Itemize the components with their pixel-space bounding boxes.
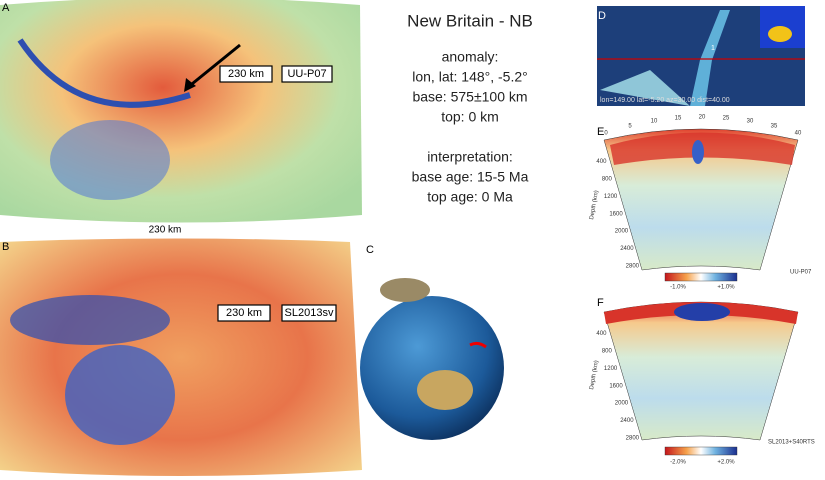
distance-tick-label: 35: [771, 124, 778, 130]
panel-letter: F: [597, 297, 604, 309]
info-line: interpretation:: [427, 149, 513, 165]
model-label: UU-P07: [287, 68, 326, 80]
globe: [360, 296, 504, 440]
panel-letter: D: [598, 10, 606, 22]
distance-tick-label: 40: [795, 131, 802, 137]
map-a: [0, 0, 362, 223]
depth-tick-label: 2800: [626, 264, 640, 270]
distance-tick-label: 10: [651, 119, 658, 125]
arrow: [186, 43, 241, 90]
axis-label: Depth (km): [589, 190, 600, 220]
depth-tick-label: 2800: [626, 436, 640, 442]
distance-tick-label: 5: [628, 124, 632, 130]
distance-tick-label: 20: [699, 115, 706, 121]
profile-info: lon=149.00 lat=-5.20 az=30.00 dist=40.00: [600, 97, 730, 104]
scale-max: +2.0%: [717, 460, 735, 466]
distance-tick-label: 15: [675, 116, 682, 122]
label-box: [217, 304, 271, 322]
depth-tick-label: 2400: [620, 246, 634, 252]
anomaly: [692, 140, 704, 164]
scale-max: +1.0%: [717, 285, 735, 291]
distance-tick-label: 0: [604, 131, 608, 137]
title: New Britain - NB: [407, 11, 533, 30]
info-line: top age: 0 Ma: [427, 189, 513, 205]
continent: [417, 370, 473, 410]
info-line: base age: 15-5 Ma: [412, 169, 529, 185]
depth-tick-label: 2000: [615, 401, 629, 407]
depth-tick-label: 1200: [604, 194, 618, 200]
anomaly: [65, 345, 175, 445]
trench: [690, 10, 730, 106]
depth-tick-label: 1600: [609, 211, 623, 217]
panel-letter: C: [366, 244, 374, 256]
anomaly: [674, 303, 730, 321]
scale-min: -2.0%: [670, 460, 686, 466]
anomaly: [10, 295, 170, 345]
marker: 1: [711, 45, 715, 52]
depth-label: 230 km: [226, 307, 262, 319]
axis-label: Depth (km): [589, 360, 600, 390]
info-line: top: 0 km: [441, 109, 499, 125]
depth-tick-label: 1600: [609, 383, 623, 389]
depth-tick-label: 2400: [620, 418, 634, 424]
section-e: [603, 128, 799, 271]
depth-tick-label: 2000: [615, 229, 629, 235]
depth-tick-label: 400: [596, 331, 607, 337]
arrow-head: [184, 78, 196, 92]
label-box: [281, 304, 337, 322]
distance-tick-label: 25: [723, 116, 730, 122]
info-line: lon, lat: 148°, -5.2°: [412, 69, 528, 85]
map-b: [0, 238, 362, 476]
location: [469, 341, 487, 349]
model-label: UU-P07: [790, 270, 812, 276]
caption: 230 km: [149, 225, 182, 236]
colorbar: [664, 446, 738, 456]
model-label: SL2013sv: [285, 307, 334, 319]
info-line: anomaly:: [442, 49, 499, 65]
continent: [380, 278, 430, 302]
info-line: base: 575±100 km: [412, 89, 527, 105]
panel-letter: A: [2, 2, 10, 14]
distance-tick-label: 30: [747, 119, 754, 125]
depth-tick-label: 800: [602, 176, 613, 182]
panel-letter: B: [2, 241, 9, 253]
colorbar: [664, 272, 738, 282]
slab: [17, 38, 191, 108]
inset-land: [768, 26, 792, 42]
anomaly: [50, 120, 170, 200]
depth-label: 230 km: [228, 68, 264, 80]
depth-tick-label: 1200: [604, 366, 618, 372]
label-box: [219, 65, 273, 83]
depth-tick-label: 800: [602, 348, 613, 354]
model-label: SL2013+S40RTS: [768, 440, 815, 446]
shelf: [600, 70, 690, 106]
scale-min: -1.0%: [670, 285, 686, 291]
panel-letter: E: [597, 126, 604, 138]
label-box: [281, 65, 333, 83]
depth-tick-label: 400: [596, 159, 607, 165]
